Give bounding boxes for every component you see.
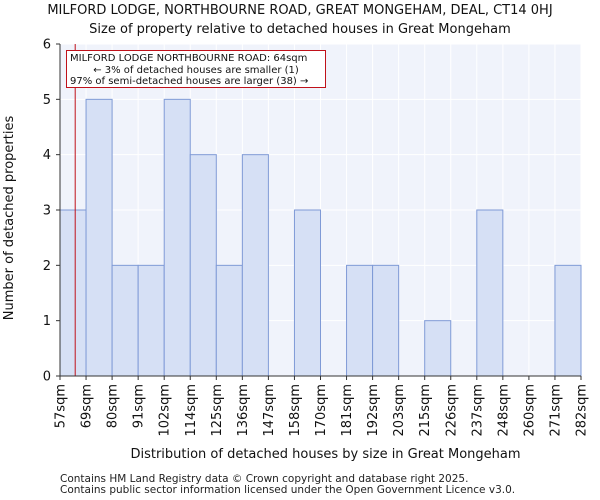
x-tick-label: 192sqm (366, 384, 381, 437)
x-tick-label: 69sqm (80, 384, 95, 428)
x-tick-label: 226sqm (444, 384, 459, 437)
x-tick-label: 237sqm (470, 384, 485, 437)
histogram-bar (137, 264, 165, 377)
x-tick-label: 158sqm (288, 384, 303, 437)
y-tick-label: 1 (43, 314, 51, 329)
x-axis-title: Distribution of detached houses by size … (130, 447, 520, 462)
histogram-bar (111, 264, 139, 377)
histogram-bar (215, 264, 243, 377)
histogram-bar (424, 320, 452, 377)
y-axis-title: Number of detached properties (2, 116, 17, 321)
footer-copyright: Contains HM Land Registry data © Crown c… (60, 473, 469, 485)
y-tick-label: 3 (43, 204, 51, 219)
histogram-bar (372, 264, 400, 377)
x-tick-label: 170sqm (314, 384, 329, 437)
x-tick-label: 57sqm (54, 384, 69, 428)
x-tick-label: 147sqm (262, 384, 277, 437)
x-tick-label: 102sqm (158, 384, 173, 437)
footer-licence: Contains public sector information licen… (60, 484, 516, 496)
y-tick-label: 4 (43, 148, 51, 163)
x-tick-label: 271sqm (548, 384, 563, 437)
histogram-bar (59, 209, 87, 377)
x-tick-label: 136sqm (236, 384, 251, 437)
x-tick-label: 282sqm (575, 384, 590, 437)
histogram-bar (346, 264, 374, 377)
annotation-line-1: MILFORD LODGE NORTHBOURNE ROAD: 64sqm (70, 53, 308, 64)
chart-title: MILFORD LODGE, NORTHBOURNE ROAD, GREAT M… (47, 3, 553, 18)
y-tick-label: 5 (43, 93, 51, 108)
histogram-chart: 0 1 2 3 4 5 6 57sqm 69sqm 80sqm 91sqm 102sqm 114sqm 1… (2, 38, 590, 463)
x-tick-label: 181sqm (340, 384, 355, 437)
histogram-bar (293, 209, 322, 377)
chart-subtitle: Size of property relative to detached ho… (89, 22, 511, 37)
x-tick-label: 248sqm (496, 384, 511, 437)
x-tick-label: 80sqm (106, 384, 121, 428)
x-tick-label: 114sqm (184, 384, 199, 437)
histogram-bar (85, 98, 113, 377)
histogram-bar (163, 98, 191, 377)
x-tick-label: 260sqm (522, 384, 537, 437)
histogram-bar (476, 209, 504, 377)
histogram-bar (554, 264, 582, 377)
x-tick-label: 203sqm (392, 384, 407, 437)
y-tick-label: 6 (43, 38, 51, 53)
x-tick-label: 125sqm (210, 384, 225, 437)
x-tick-label: 215sqm (418, 384, 433, 437)
histogram-bar (189, 154, 217, 377)
annotation-line-2: ← 3% of detached houses are smaller (1) (93, 64, 299, 76)
y-tick-label: 0 (43, 370, 51, 385)
property-annotation-box: MILFORD LODGE NORTHBOURNE ROAD: 64sqm ← … (66, 50, 326, 88)
annotation-line-3: 97% of semi-detached houses are larger (… (70, 76, 309, 87)
histogram-bar (241, 154, 269, 377)
y-tick-label: 2 (43, 259, 51, 274)
x-tick-label: 91sqm (132, 384, 147, 428)
